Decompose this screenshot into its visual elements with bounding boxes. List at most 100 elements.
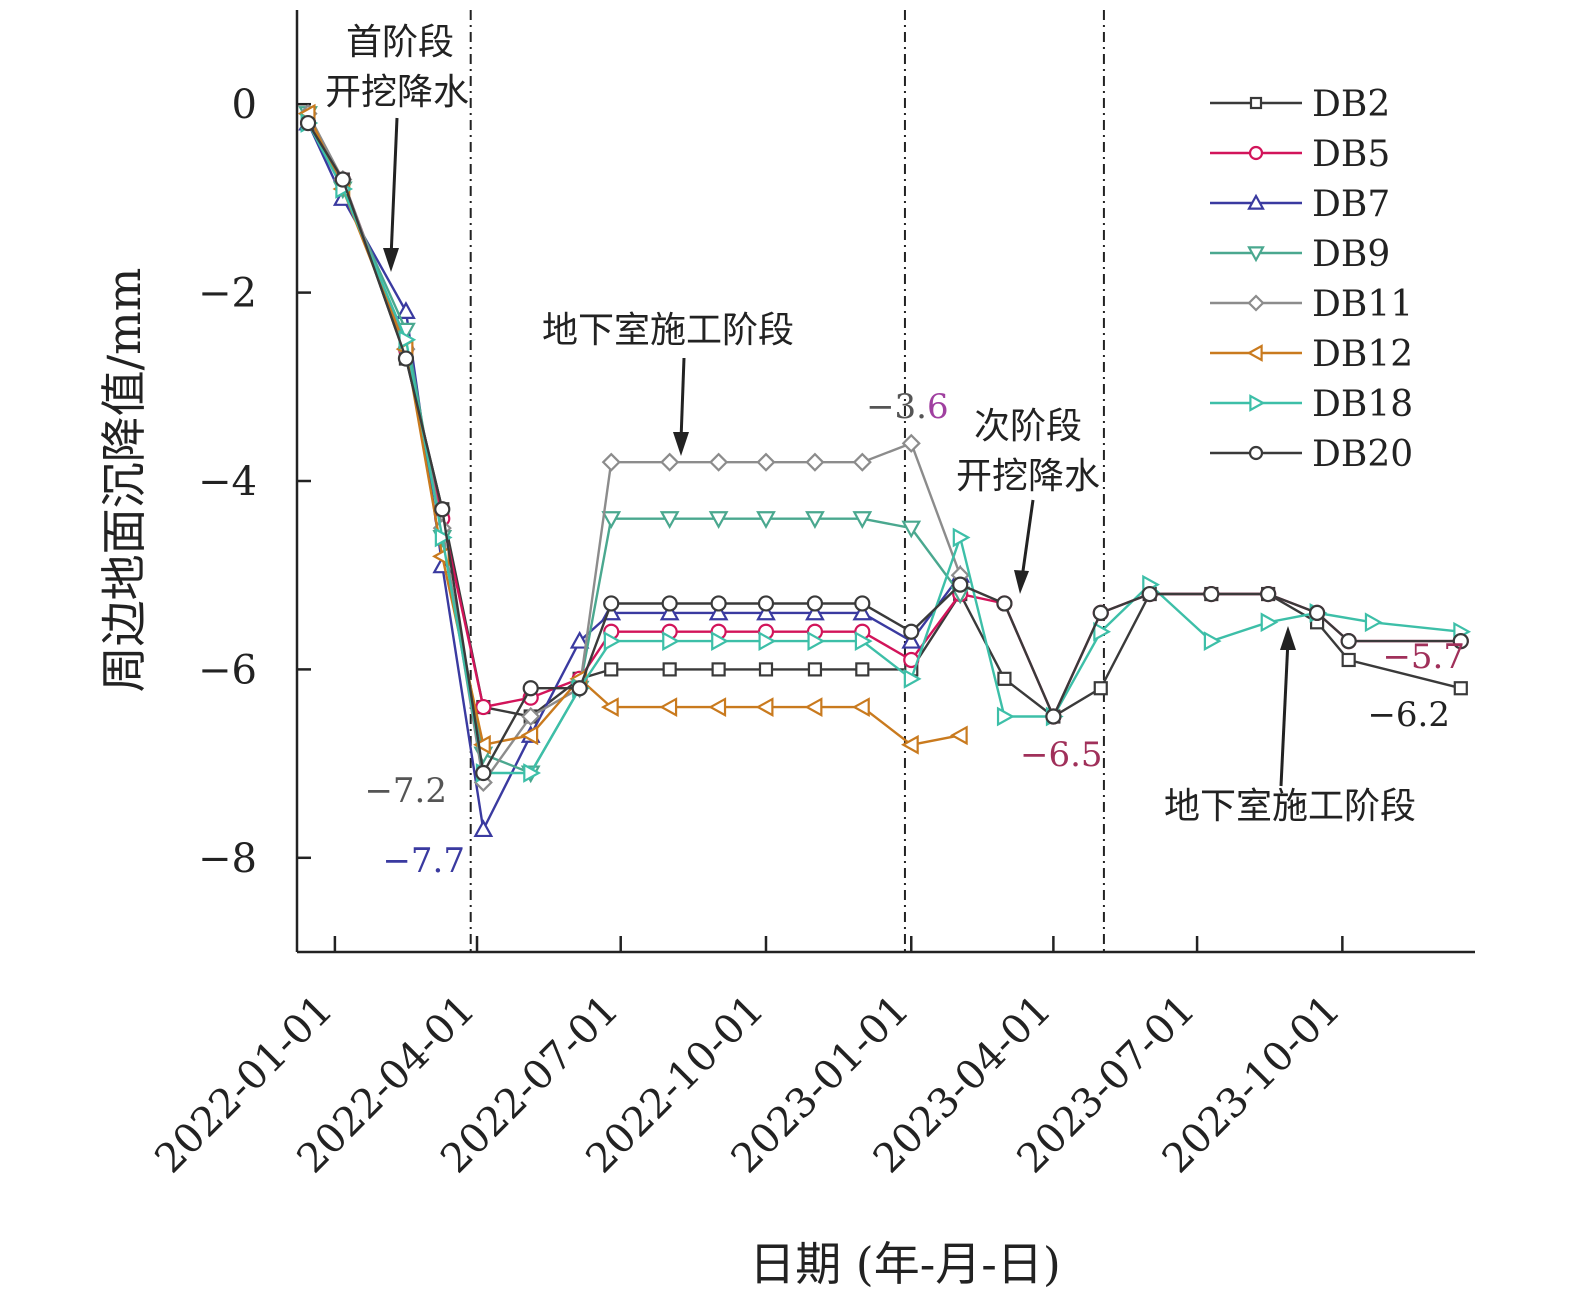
series-line bbox=[307, 122, 1461, 775]
value-label: −5.7 bbox=[1382, 637, 1465, 677]
data-point bbox=[711, 662, 726, 677]
data-point bbox=[996, 595, 1013, 612]
data-point bbox=[755, 697, 774, 717]
data-point bbox=[807, 662, 823, 677]
data-point bbox=[523, 763, 541, 783]
y-axis-ticks: 0 −2 −4 −6 −8 bbox=[198, 82, 311, 882]
data-point bbox=[569, 630, 590, 649]
series-db12 bbox=[297, 103, 968, 755]
data-point bbox=[852, 452, 872, 472]
data-point bbox=[299, 114, 317, 132]
data-point bbox=[475, 698, 492, 716]
data-point bbox=[1308, 604, 1326, 621]
legend-label: DB2 bbox=[1312, 84, 1390, 125]
value-label: −6.2 bbox=[1367, 695, 1450, 735]
data-point bbox=[1093, 681, 1108, 696]
data-point bbox=[854, 595, 871, 612]
data-point bbox=[1364, 612, 1383, 633]
data-point bbox=[520, 725, 539, 746]
data-point bbox=[901, 630, 922, 649]
legend-item-db5: DB5 bbox=[1210, 134, 1390, 175]
data-point bbox=[903, 623, 920, 640]
data-point bbox=[756, 602, 776, 621]
data-point bbox=[805, 511, 825, 529]
arrowhead-icon bbox=[673, 432, 689, 456]
legend-label: DB12 bbox=[1312, 334, 1413, 375]
y-axis-title: 周边地面沉降值/mm bbox=[97, 268, 151, 693]
data-point bbox=[757, 595, 775, 612]
data-point bbox=[996, 706, 1015, 727]
data-point bbox=[710, 595, 727, 612]
data-point bbox=[949, 725, 968, 746]
data-point bbox=[758, 631, 777, 652]
data-point bbox=[901, 520, 922, 539]
legend-label: DB9 bbox=[1312, 234, 1390, 275]
data-point bbox=[334, 171, 351, 188]
annotation-basement2-arrow bbox=[1279, 639, 1290, 787]
series-line bbox=[307, 122, 1461, 777]
data-point bbox=[662, 662, 677, 677]
value-label: −3. bbox=[866, 387, 927, 427]
series-db20 bbox=[299, 114, 1469, 782]
legend-item-db11: DB11 bbox=[1210, 284, 1413, 325]
data-point bbox=[1246, 344, 1263, 362]
data-point bbox=[1260, 585, 1277, 603]
data-point bbox=[659, 697, 678, 717]
data-point bbox=[852, 697, 870, 717]
data-point bbox=[473, 819, 494, 838]
data-point bbox=[807, 631, 826, 652]
data-point bbox=[804, 697, 823, 717]
data-point bbox=[1141, 585, 1158, 603]
legend-item-db12: DB12 bbox=[1210, 334, 1413, 375]
annotation-stage1-arrow bbox=[389, 117, 399, 259]
legend-item-db20: DB20 bbox=[1210, 434, 1413, 475]
data-point bbox=[756, 511, 776, 529]
data-point bbox=[397, 350, 415, 367]
arrowhead-icon bbox=[383, 248, 399, 272]
series-db11 bbox=[298, 104, 970, 792]
data-point bbox=[806, 595, 824, 612]
legend-item-db18: DB18 bbox=[1210, 384, 1413, 425]
legend-item-db7: DB7 bbox=[1210, 184, 1390, 225]
legend-label: DB7 bbox=[1312, 184, 1390, 225]
data-point bbox=[758, 662, 774, 677]
series-db9 bbox=[298, 106, 971, 784]
legend-label: DB11 bbox=[1312, 284, 1413, 325]
data-point bbox=[854, 631, 873, 652]
data-point bbox=[756, 452, 776, 472]
data-point bbox=[600, 697, 619, 717]
y-tick-label: −8 bbox=[198, 836, 257, 882]
data-point bbox=[522, 680, 539, 697]
data-point bbox=[1203, 585, 1220, 603]
data-point bbox=[603, 631, 622, 652]
data-point bbox=[1453, 681, 1468, 696]
data-point bbox=[952, 527, 971, 548]
data-point bbox=[903, 668, 922, 689]
data-point bbox=[604, 662, 619, 677]
data-point bbox=[901, 433, 921, 453]
data-point bbox=[852, 511, 873, 529]
data-point bbox=[1249, 394, 1266, 412]
arrowhead-icon bbox=[1014, 570, 1029, 594]
data-point bbox=[1260, 612, 1279, 633]
data-point bbox=[1093, 621, 1112, 642]
data-point bbox=[1247, 294, 1265, 312]
data-point bbox=[1203, 631, 1222, 652]
legend-label: DB18 bbox=[1312, 384, 1413, 425]
value-label: −6.5 bbox=[1020, 735, 1103, 775]
series-line bbox=[307, 122, 962, 834]
y-tick-label: −2 bbox=[198, 271, 257, 317]
data-point bbox=[396, 301, 416, 319]
data-point bbox=[661, 595, 678, 612]
data-point bbox=[1045, 708, 1062, 725]
data-point bbox=[901, 734, 919, 755]
annotation-stage2-line1: 次阶段 bbox=[974, 406, 1082, 447]
y-tick-label: −6 bbox=[198, 647, 257, 693]
data-point bbox=[852, 602, 873, 621]
data-point bbox=[855, 662, 870, 677]
series-line bbox=[307, 113, 961, 747]
data-point bbox=[434, 501, 451, 518]
data-point bbox=[708, 511, 729, 529]
value-label: −7.2 bbox=[364, 771, 447, 811]
annotation-stage2-arrow bbox=[1020, 499, 1035, 579]
